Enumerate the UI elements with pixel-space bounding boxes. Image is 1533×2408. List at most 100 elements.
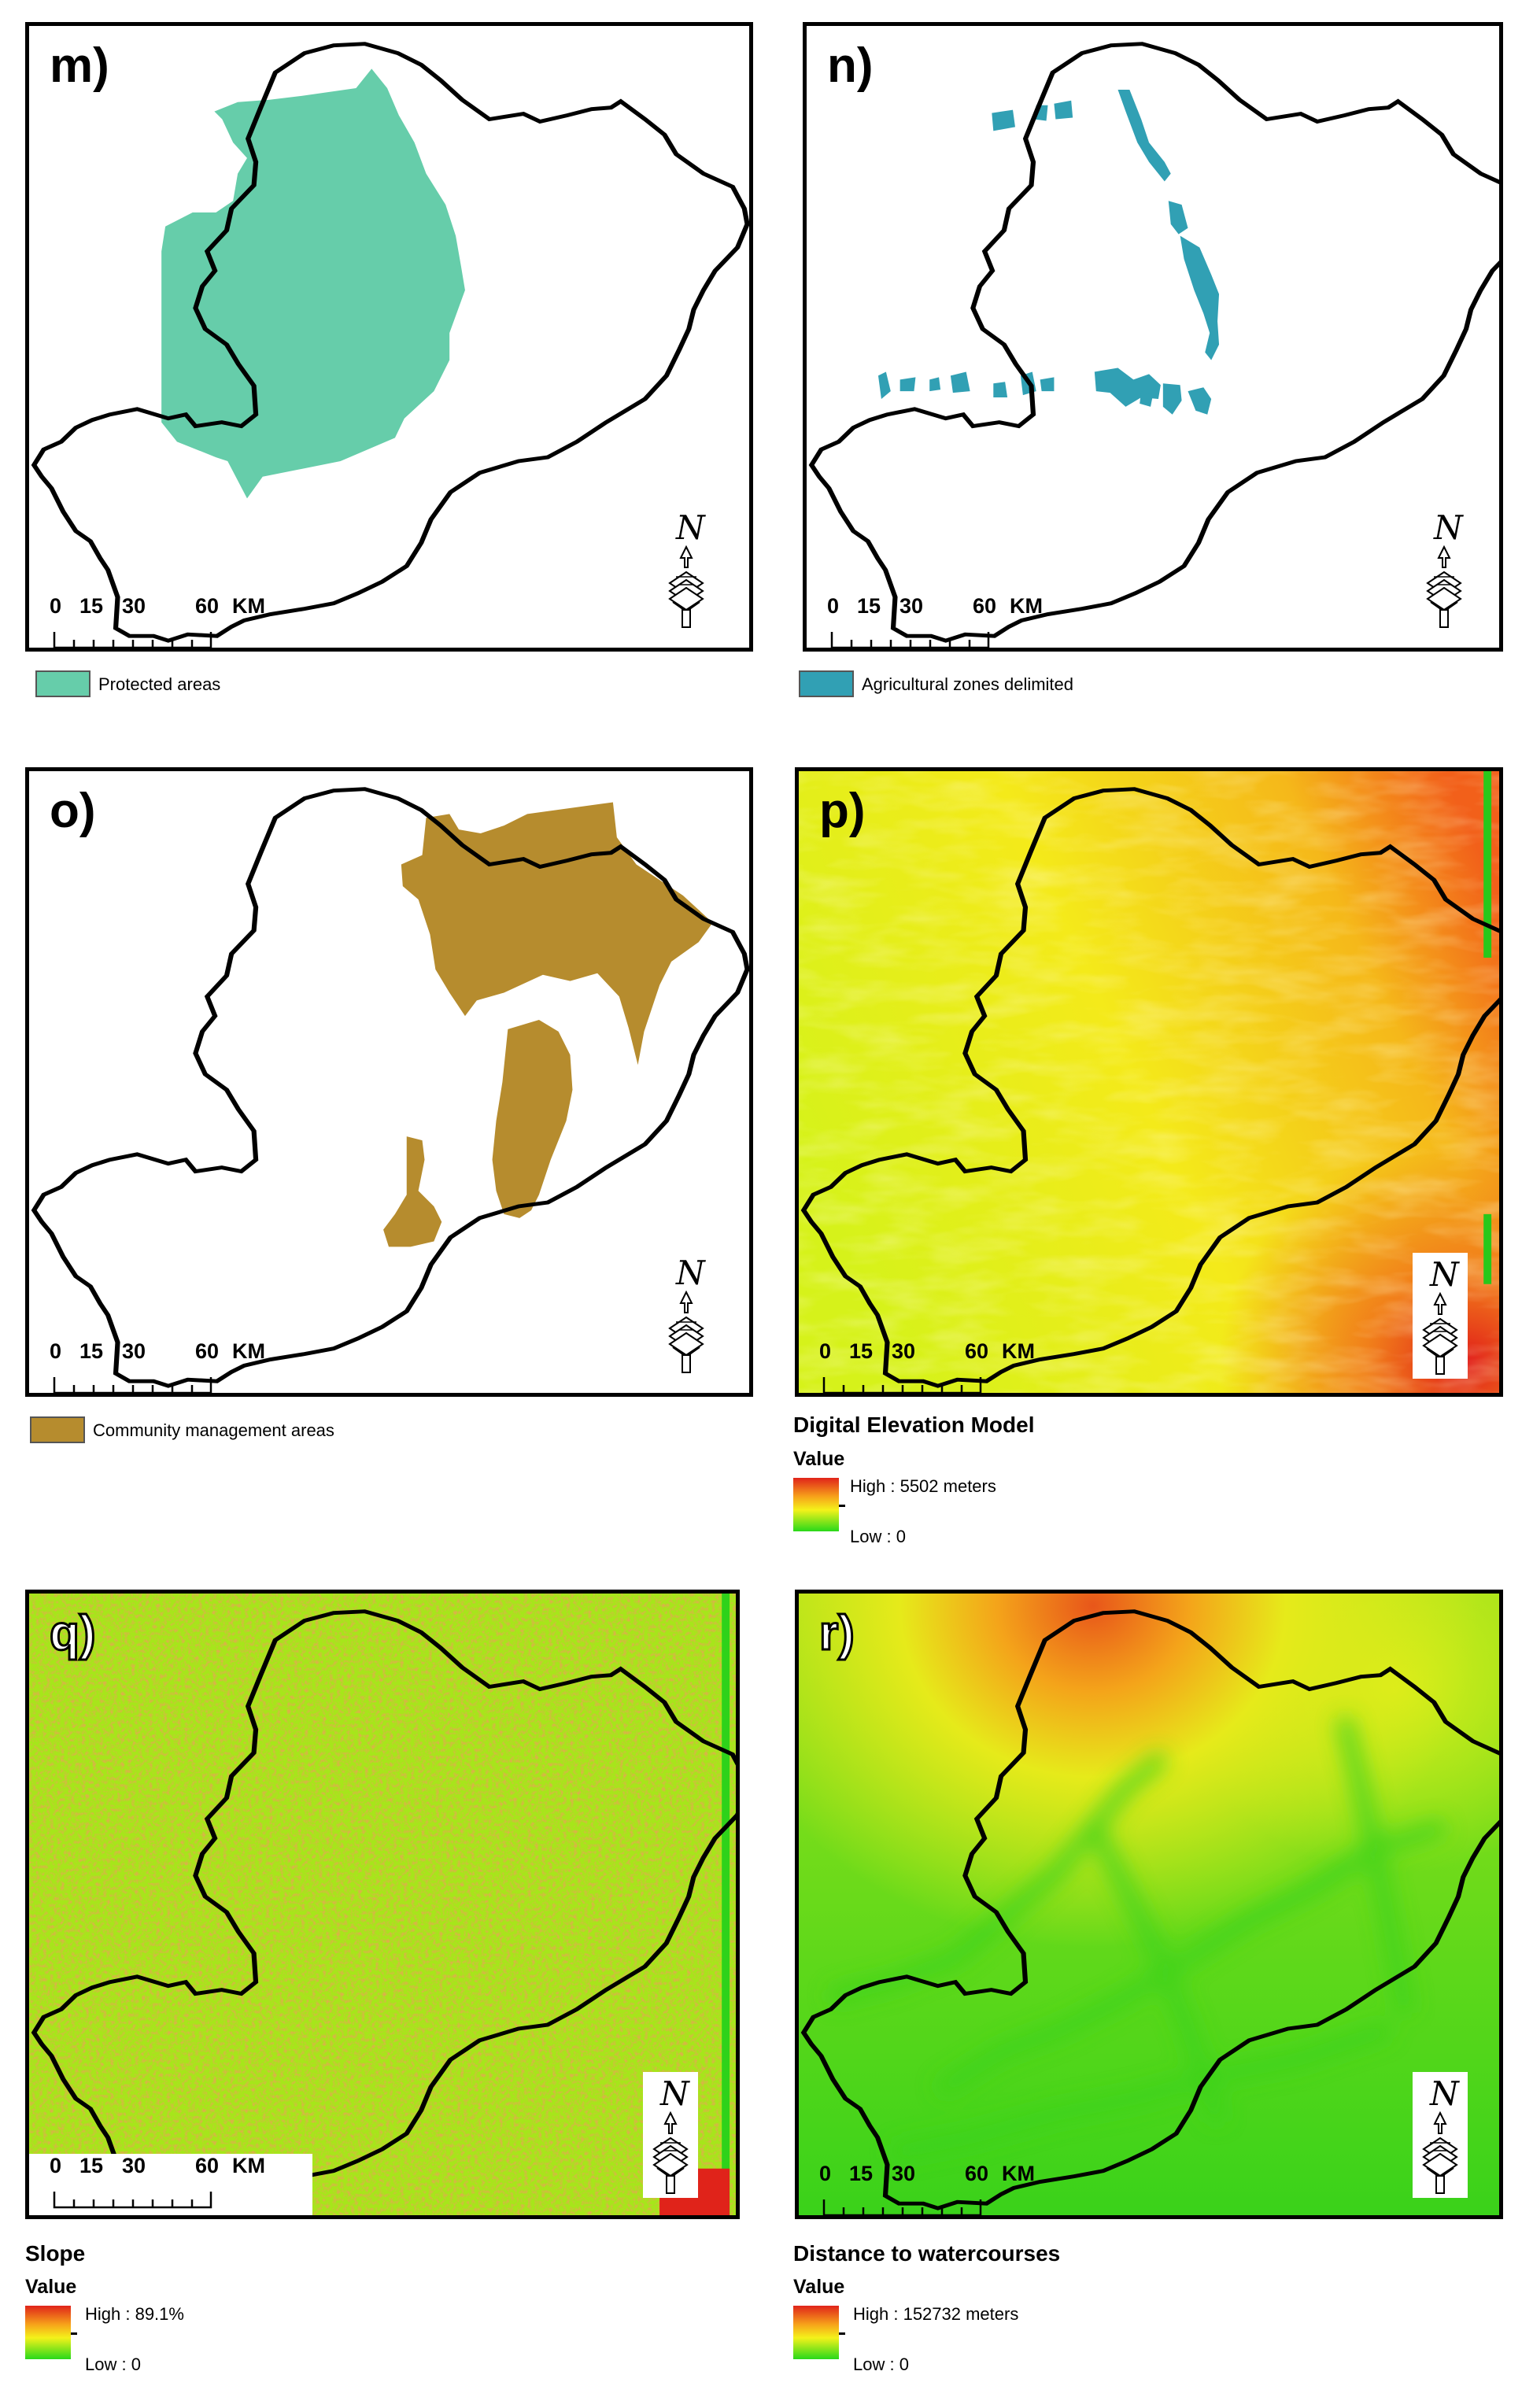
- scale-tick-60: 60: [965, 1339, 989, 1363]
- scale-unit: KM: [232, 594, 265, 618]
- scale-tick-0: 0: [50, 2154, 62, 2177]
- scale-tick-15: 15: [79, 594, 104, 618]
- scale-tick-0: 0: [50, 594, 62, 618]
- north-arrow: N: [659, 506, 714, 632]
- legend-low-distance: Low : 0: [853, 2354, 909, 2374]
- panel-label-n: n): [827, 39, 874, 93]
- map-r: [799, 1594, 1499, 2215]
- legend-value-label-slope: Value: [25, 2276, 77, 2298]
- legend-high-distance: High : 152732 meters: [853, 2304, 1019, 2324]
- scale-tick-30: 30: [122, 594, 146, 618]
- scale-tick-30: 30: [892, 1339, 916, 1363]
- scale-tick-30: 30: [899, 594, 924, 618]
- legend-ramp-tick: [839, 2332, 845, 2335]
- legend-value-label-distance: Value: [793, 2276, 845, 2298]
- scale-bar: 0 15 30 60 KM: [50, 1339, 265, 1393]
- scale-bar-graphic: [53, 2192, 212, 2209]
- scale-tick-15: 15: [849, 2162, 874, 2185]
- scale-unit: KM: [1002, 1339, 1035, 1363]
- scale-tick-15: 15: [857, 594, 881, 618]
- scale-tick-60: 60: [195, 2154, 220, 2177]
- panel-label-m: m): [50, 39, 109, 93]
- legend-low-slope: Low : 0: [85, 2354, 141, 2374]
- scale-bar-background: [29, 2154, 312, 2215]
- north-arrow: N: [659, 1251, 714, 1377]
- scale-tick-30: 30: [122, 2154, 146, 2177]
- scale-tick-0: 0: [819, 2162, 832, 2185]
- agricultural-zones: [877, 89, 1220, 415]
- scale-unit: KM: [1010, 594, 1043, 618]
- legend-title-distance: Distance to watercourses: [793, 2241, 1061, 2266]
- legend-ramp-tick: [839, 1505, 845, 1507]
- scale-tick-60: 60: [195, 594, 220, 618]
- map-panel-o: o) 0 15 30 60 KM N: [25, 767, 753, 1397]
- legend-high-dem: High : 5502 meters: [850, 1476, 996, 1496]
- scale-tick-0: 0: [50, 1339, 62, 1363]
- legend-swatch-agricultural: [799, 670, 854, 697]
- svg-text:N: N: [675, 508, 706, 547]
- protected-area-polygon: [161, 68, 465, 499]
- svg-text:N: N: [659, 2074, 690, 2113]
- scale-tick-15: 15: [79, 2154, 104, 2177]
- map-panel-q: q) 0 15 30 60 KM N: [25, 1590, 740, 2219]
- legend-color-ramp-dem: [793, 1478, 839, 1531]
- scale-unit: KM: [232, 1339, 265, 1363]
- scale-unit: KM: [1002, 2162, 1035, 2185]
- scale-bar: 0 15 30 60 KM: [819, 2162, 1035, 2215]
- scale-bar: 0 15 30 60 KM: [50, 2154, 265, 2215]
- panel-label-r: r): [818, 1606, 856, 1660]
- scale-unit: KM: [232, 2154, 265, 2177]
- north-arrow: N: [1413, 2072, 1468, 2198]
- legend-ramp-tick: [71, 2332, 77, 2335]
- scale-tick-30: 30: [122, 1339, 146, 1363]
- legend-swatch-protected: [35, 670, 91, 697]
- svg-text:N: N: [1433, 508, 1464, 547]
- map-p: [799, 771, 1499, 1393]
- legend-color-ramp-distance: [793, 2306, 839, 2359]
- map-panel-m: m) 0 15 30 60 KM N: [25, 22, 753, 652]
- scale-bar-graphic: [53, 1377, 212, 1393]
- panel-label-o: o): [50, 784, 96, 838]
- map-n: [807, 26, 1499, 648]
- scale-tick-15: 15: [849, 1339, 874, 1363]
- scale-tick-0: 0: [827, 594, 840, 618]
- scale-bar: 0 15 30 60 KM: [827, 594, 1043, 648]
- scale-bar-graphic: [822, 1377, 982, 1393]
- map-panel-p: p) 0 15 30 60 KM N: [795, 767, 1503, 1397]
- panel-label-p: p): [819, 784, 866, 838]
- panel-label-q: q): [49, 1606, 98, 1660]
- legend-title-dem: Digital Elevation Model: [793, 1413, 1035, 1437]
- scale-bar: 0 15 30 60 KM: [50, 594, 265, 648]
- map-q: [29, 1594, 736, 2215]
- legend-color-ramp-slope: [25, 2306, 71, 2359]
- legend-high-slope: High : 89.1%: [85, 2304, 184, 2324]
- map-o: [29, 771, 749, 1393]
- legend-title-slope: Slope: [25, 2241, 86, 2266]
- scale-tick-0: 0: [819, 1339, 832, 1363]
- north-arrow: N: [643, 2072, 698, 2198]
- svg-text:N: N: [1429, 1255, 1460, 1294]
- north-arrow: N: [1413, 1253, 1468, 1379]
- scale-bar-graphic: [53, 632, 212, 648]
- legend-swatch-community: [30, 1416, 85, 1443]
- scale-tick-30: 30: [892, 2162, 916, 2185]
- scale-tick-15: 15: [79, 1339, 104, 1363]
- legend-value-label-dem: Value: [793, 1448, 845, 1470]
- legend-low-dem: Low : 0: [850, 1527, 906, 1546]
- scale-tick-60: 60: [965, 2162, 989, 2185]
- legend-label-agricultural: Agricultural zones delimited: [862, 674, 1074, 694]
- legend-label-protected: Protected areas: [98, 674, 221, 694]
- scale-bar: 0 15 30 60 KM: [819, 1339, 1035, 1393]
- map-panel-n: n) 0 15 30 60 KM N: [803, 22, 1503, 652]
- north-arrow: N: [1417, 506, 1472, 632]
- map-m: [29, 26, 749, 648]
- scale-bar-graphic: [822, 2199, 982, 2215]
- community-management-areas: [383, 802, 713, 1247]
- map-panel-r: r) 0 15 30 60 KM N: [795, 1590, 1503, 2219]
- scale-tick-60: 60: [195, 1339, 220, 1363]
- scale-bar-graphic: [830, 632, 990, 648]
- svg-text:N: N: [1429, 2074, 1460, 2113]
- legend-label-community: Community management areas: [93, 1420, 334, 1440]
- scale-tick-60: 60: [973, 594, 997, 618]
- svg-text:N: N: [675, 1254, 706, 1292]
